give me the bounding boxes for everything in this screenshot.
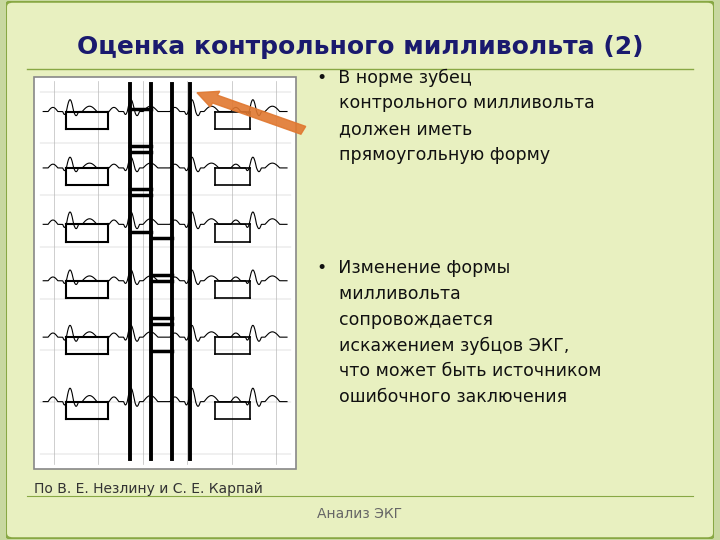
FancyBboxPatch shape: [34, 77, 296, 469]
Text: Анализ ЭКГ: Анализ ЭКГ: [318, 508, 402, 522]
FancyBboxPatch shape: [6, 2, 714, 538]
FancyArrow shape: [197, 91, 306, 134]
Text: •  Изменение формы
    милливольта
    сопровождается
    искажением зубцов ЭКГ,: • Изменение формы милливольта сопровожда…: [318, 259, 602, 406]
Text: •  В норме зубец
    контрольного милливольта
    должен иметь
    прямоугольную: • В норме зубец контрольного милливольта…: [318, 69, 595, 164]
Text: По В. Е. Незлину и С. Е. Карпай: По В. Е. Незлину и С. Е. Карпай: [34, 482, 263, 496]
Text: Оценка контрольного милливольта (2): Оценка контрольного милливольта (2): [77, 35, 643, 59]
